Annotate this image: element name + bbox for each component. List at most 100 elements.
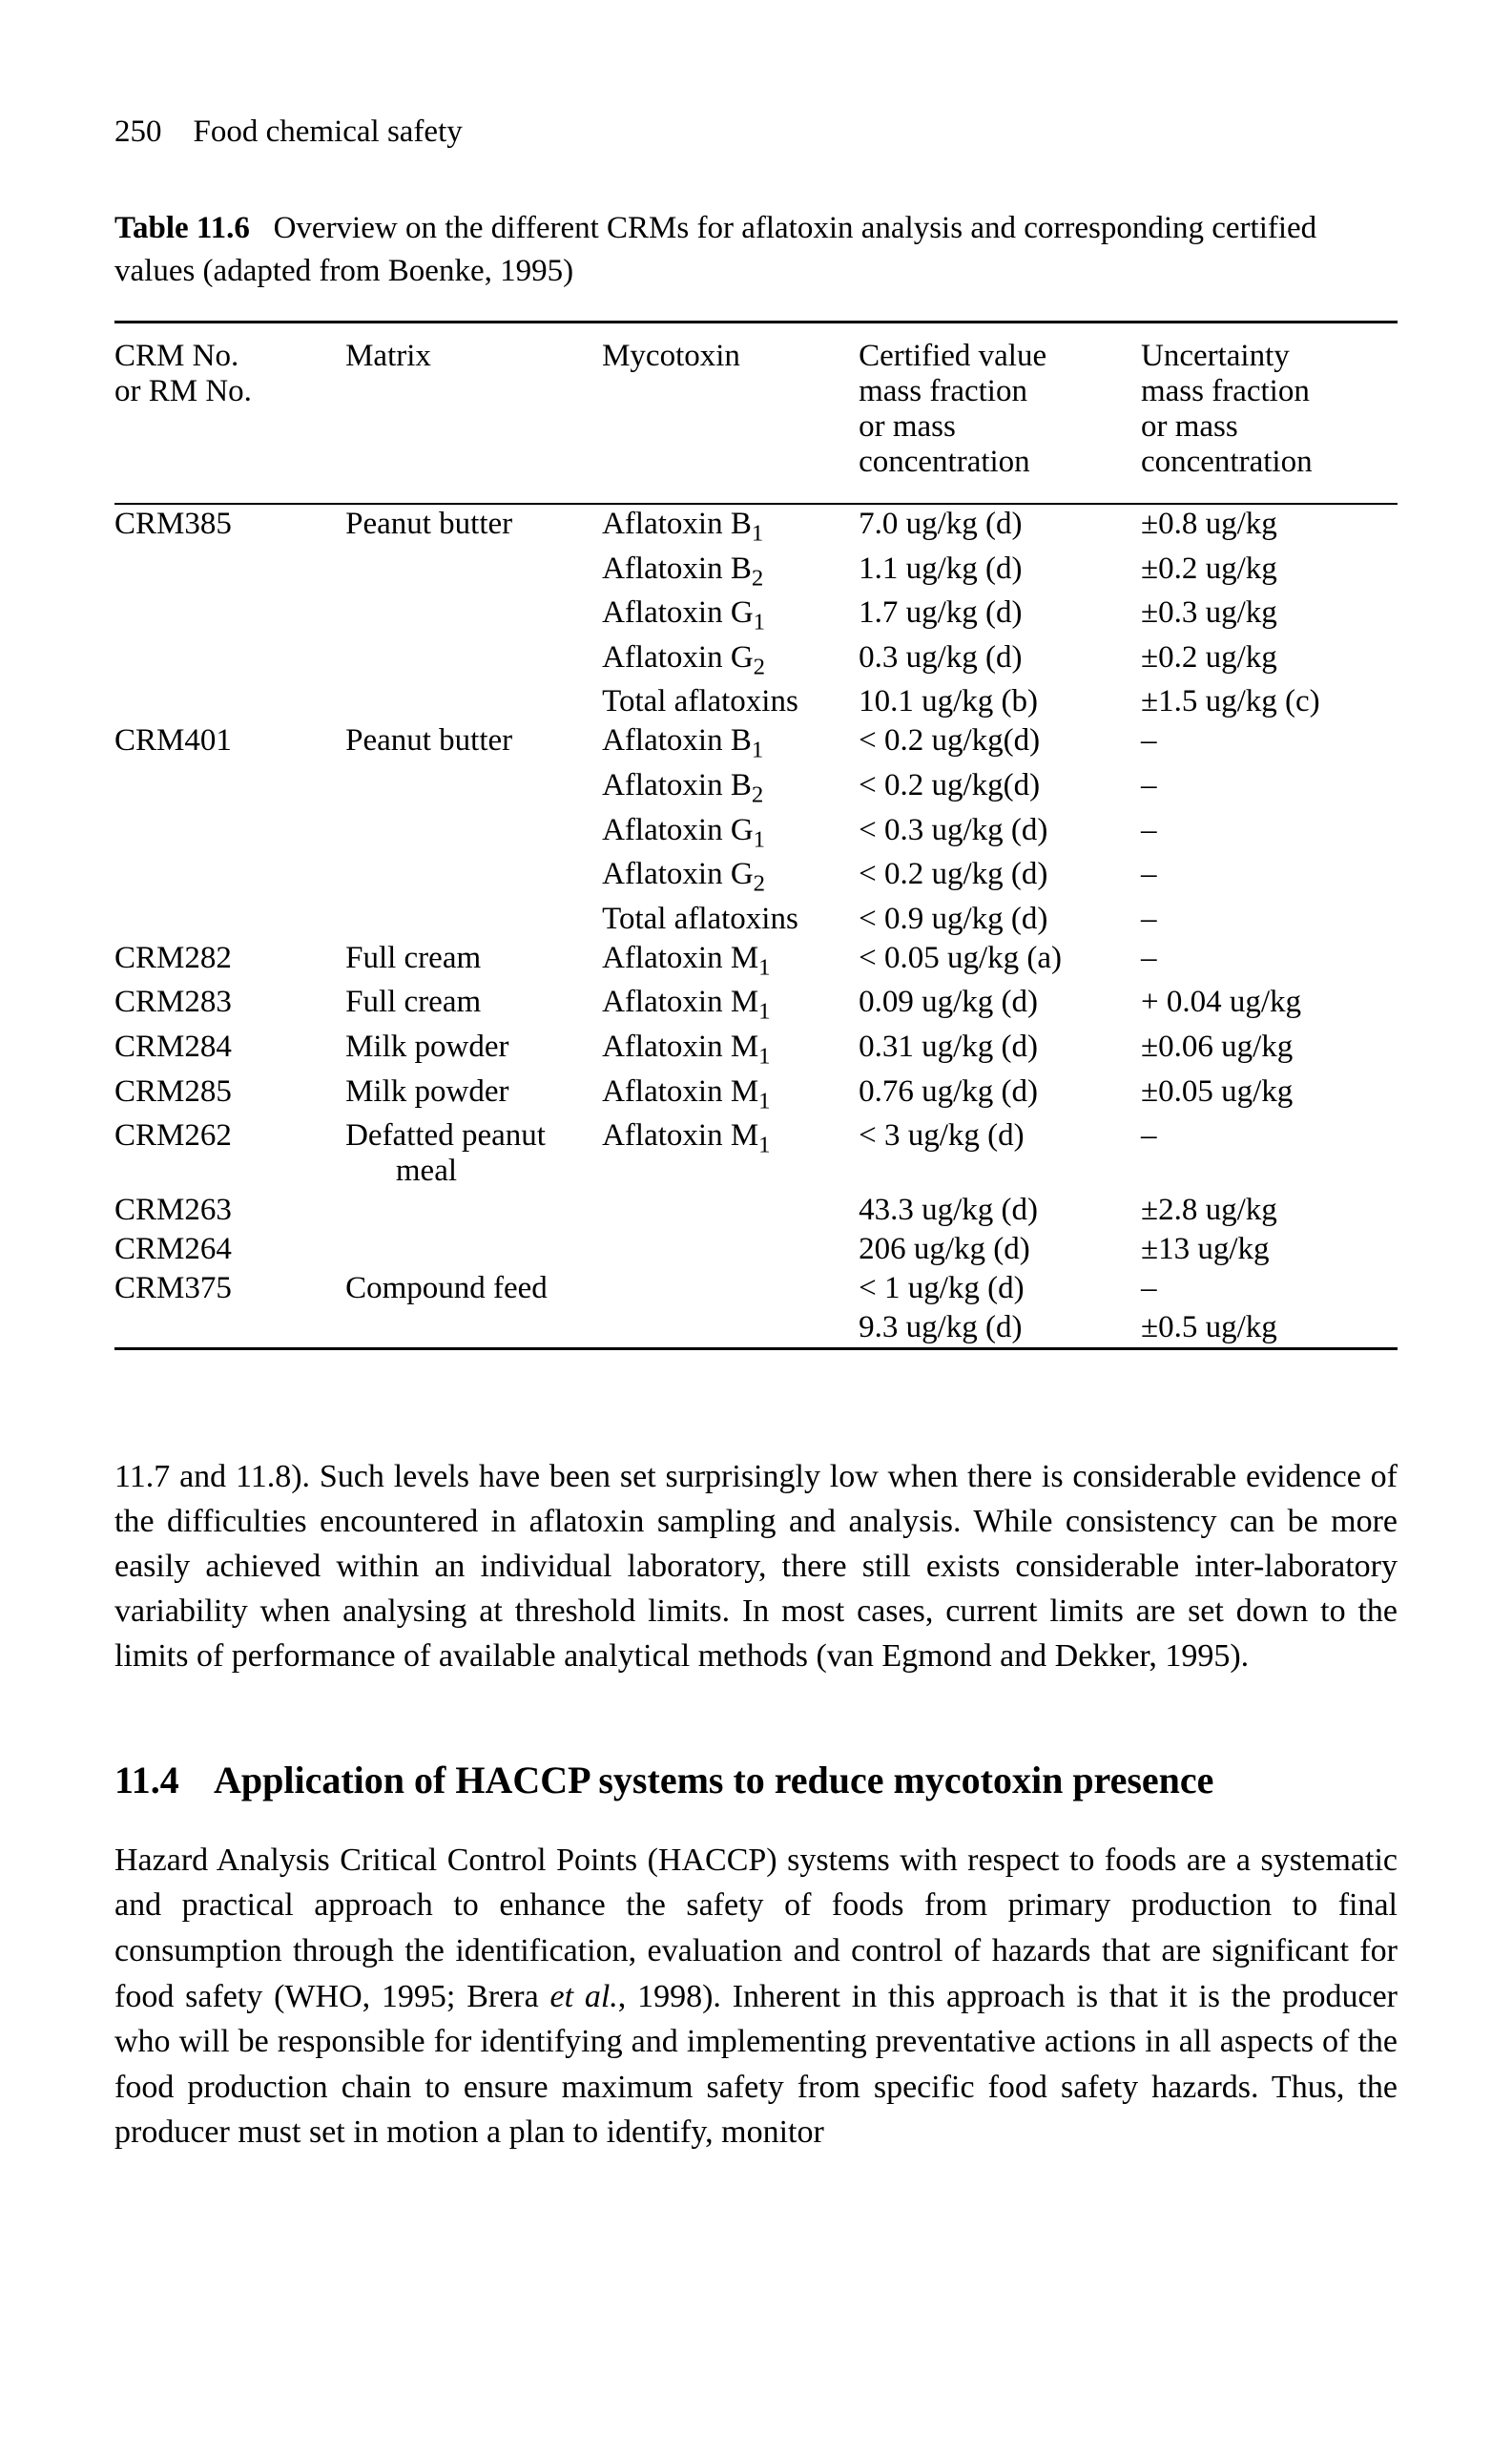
cell-matrix [345,1191,602,1230]
table-row: CRM285Milk powderAflatoxin M10.76 ug/kg … [114,1072,1398,1117]
cell-crm: CRM375 [114,1269,345,1308]
cell-matrix: Peanut butter [345,721,602,766]
cell-value: 0.76 ug/kg (d) [859,1072,1141,1117]
cell-matrix [345,550,602,594]
cell-mycotoxin: Aflatoxin M1 [602,1116,859,1191]
table-row: Aflatoxin B2< 0.2 ug/kg(d)– [114,766,1398,811]
cell-value: 10.1 ug/kg (b) [859,682,1141,721]
cell-value: < 0.05 ug/kg (a) [859,939,1141,984]
cell-crm [114,766,345,811]
cell-crm [114,900,345,939]
table-row: CRM262Defatted peanutmealAflatoxin M1< 3… [114,1116,1398,1191]
cell-value: 0.3 ug/kg (d) [859,638,1141,683]
col-val: Certified valuemass fractionor massconce… [859,323,1141,505]
table-row: Aflatoxin B21.1 ug/kg (d)±0.2 ug/kg [114,550,1398,594]
col-matrix: Matrix [345,323,602,505]
cell-value: < 1 ug/kg (d) [859,1269,1141,1308]
cell-value: < 3 ug/kg (d) [859,1116,1141,1191]
cell-mycotoxin: Aflatoxin G1 [602,593,859,638]
cell-matrix [345,900,602,939]
table-row: CRM282Full creamAflatoxin M1< 0.05 ug/kg… [114,939,1398,984]
cell-value: 206 ug/kg (d) [859,1230,1141,1269]
cell-mycotoxin [602,1269,859,1308]
table-row: Aflatoxin G11.7 ug/kg (d)±0.3 ug/kg [114,593,1398,638]
cell-uncertainty: ±0.05 ug/kg [1141,1072,1398,1117]
cell-mycotoxin: Aflatoxin M1 [602,1072,859,1117]
cell-mycotoxin: Aflatoxin B2 [602,550,859,594]
cell-mycotoxin [602,1191,859,1230]
cell-matrix: Full cream [345,983,602,1028]
cell-matrix: Milk powder [345,1028,602,1072]
cell-value: 0.09 ug/kg (d) [859,983,1141,1028]
cell-crm: CRM385 [114,504,345,550]
cell-crm [114,593,345,638]
table-row: Aflatoxin G1< 0.3 ug/kg (d)– [114,811,1398,856]
cell-uncertainty: – [1141,766,1398,811]
cell-mycotoxin: Aflatoxin B1 [602,721,859,766]
section-heading: 11.4Application of HACCP systems to redu… [114,1756,1398,1805]
cell-uncertainty: – [1141,939,1398,984]
cell-value: < 0.9 ug/kg (d) [859,900,1141,939]
cell-matrix [345,638,602,683]
cell-crm [114,550,345,594]
cell-crm [114,855,345,900]
page-number: 250 [114,115,162,149]
cell-uncertainty: ±0.5 ug/kg [1141,1308,1398,1349]
cell-value: < 0.3 ug/kg (d) [859,811,1141,856]
running-head: 250 Food chemical safety [114,115,1398,150]
cell-matrix [345,766,602,811]
table-header-row: CRM No.or RM No. Matrix Mycotoxin Certif… [114,323,1398,505]
section-paragraph: Hazard Analysis Critical Control Points … [114,1838,1398,2155]
cell-crm [114,811,345,856]
cell-crm: CRM401 [114,721,345,766]
cell-crm: CRM264 [114,1230,345,1269]
table-row: CRM26343.3 ug/kg (d)±2.8 ug/kg [114,1191,1398,1230]
cell-mycotoxin: Aflatoxin B1 [602,504,859,550]
cell-mycotoxin: Total aflatoxins [602,900,859,939]
cell-value: 0.31 ug/kg (d) [859,1028,1141,1072]
cell-crm [114,1308,345,1349]
cell-uncertainty: – [1141,721,1398,766]
cell-value: 43.3 ug/kg (d) [859,1191,1141,1230]
table-row: CRM401Peanut butterAflatoxin B1< 0.2 ug/… [114,721,1398,766]
cell-mycotoxin: Aflatoxin G2 [602,855,859,900]
table-row: Aflatoxin G20.3 ug/kg (d)±0.2 ug/kg [114,638,1398,683]
table-body: CRM385Peanut butterAflatoxin B17.0 ug/kg… [114,504,1398,1349]
cell-value: 1.1 ug/kg (d) [859,550,1141,594]
table-row: CRM375Compound feed< 1 ug/kg (d)– [114,1269,1398,1308]
table-caption-lead: Table 11.6 [114,211,250,245]
continuation-paragraph: 11.7 and 11.8). Such levels have been se… [114,1455,1398,1679]
cell-uncertainty: – [1141,900,1398,939]
cell-crm: CRM262 [114,1116,345,1191]
col-unc: Uncertaintymass fractionor massconcentra… [1141,323,1398,505]
cell-uncertainty: ±0.06 ug/kg [1141,1028,1398,1072]
cell-matrix [345,811,602,856]
cell-crm: CRM284 [114,1028,345,1072]
cell-value: 9.3 ug/kg (d) [859,1308,1141,1349]
running-title: Food chemical safety [194,115,463,149]
cell-mycotoxin [602,1308,859,1349]
cell-mycotoxin: Aflatoxin M1 [602,983,859,1028]
table-row: 9.3 ug/kg (d)±0.5 ug/kg [114,1308,1398,1349]
cell-value: < 0.2 ug/kg (d) [859,855,1141,900]
section-title: Application of HACCP systems to reduce m… [214,1756,1394,1805]
cell-mycotoxin [602,1230,859,1269]
table-row: CRM284Milk powderAflatoxin M10.31 ug/kg … [114,1028,1398,1072]
table-row: CRM385Peanut butterAflatoxin B17.0 ug/kg… [114,504,1398,550]
col-crm: CRM No.or RM No. [114,323,345,505]
table-caption: Table 11.6 Overview on the different CRM… [114,207,1398,292]
cell-mycotoxin: Aflatoxin B2 [602,766,859,811]
cell-value: 1.7 ug/kg (d) [859,593,1141,638]
cell-uncertainty: ±2.8 ug/kg [1141,1191,1398,1230]
cell-uncertainty: – [1141,1269,1398,1308]
cell-value: < 0.2 ug/kg(d) [859,721,1141,766]
cell-mycotoxin: Aflatoxin G2 [602,638,859,683]
table-row: CRM264206 ug/kg (d)±13 ug/kg [114,1230,1398,1269]
table-row: Total aflatoxins10.1 ug/kg (b)±1.5 ug/kg… [114,682,1398,721]
crm-table: CRM No.or RM No. Matrix Mycotoxin Certif… [114,321,1398,1350]
cell-mycotoxin: Aflatoxin M1 [602,1028,859,1072]
col-tox: Mycotoxin [602,323,859,505]
cell-crm [114,638,345,683]
section-number: 11.4 [114,1756,214,1805]
cell-matrix [345,1308,602,1349]
